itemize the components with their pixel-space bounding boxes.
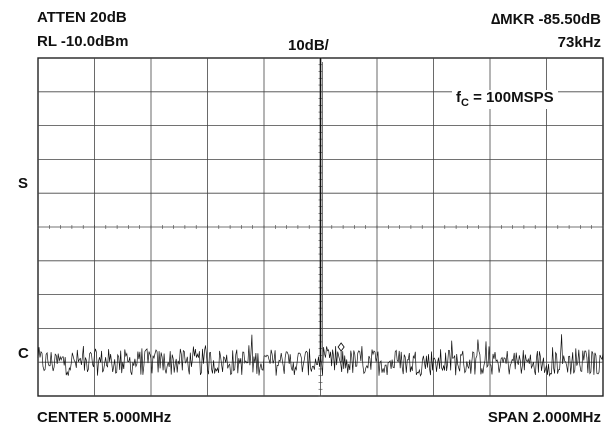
ref-level-label: RL -10.0dBm: [37, 33, 129, 50]
span-label: SPAN 2.000MHz: [487, 409, 601, 426]
fc-subscript: C: [461, 97, 469, 109]
fc-value: = 100MSPS: [468, 89, 554, 106]
sample-rate-annotation: fC = 100MSPS: [452, 90, 558, 109]
fc-symbol: f: [456, 89, 461, 106]
marker-delta-label: ∆MKR -85.50dB: [490, 11, 601, 28]
delta-marker: [337, 342, 345, 352]
side-marker-s: S: [18, 175, 29, 192]
marker-freq-label: 73kHz: [557, 34, 601, 51]
spectrum-trace-group: [37, 58, 604, 377]
atten-label: ATTEN 20dB: [37, 9, 127, 26]
side-marker-c: C: [18, 345, 29, 362]
scale-label: 10dB/: [288, 37, 329, 54]
center-frequency-label: CENTER 5.000MHz: [37, 409, 172, 426]
